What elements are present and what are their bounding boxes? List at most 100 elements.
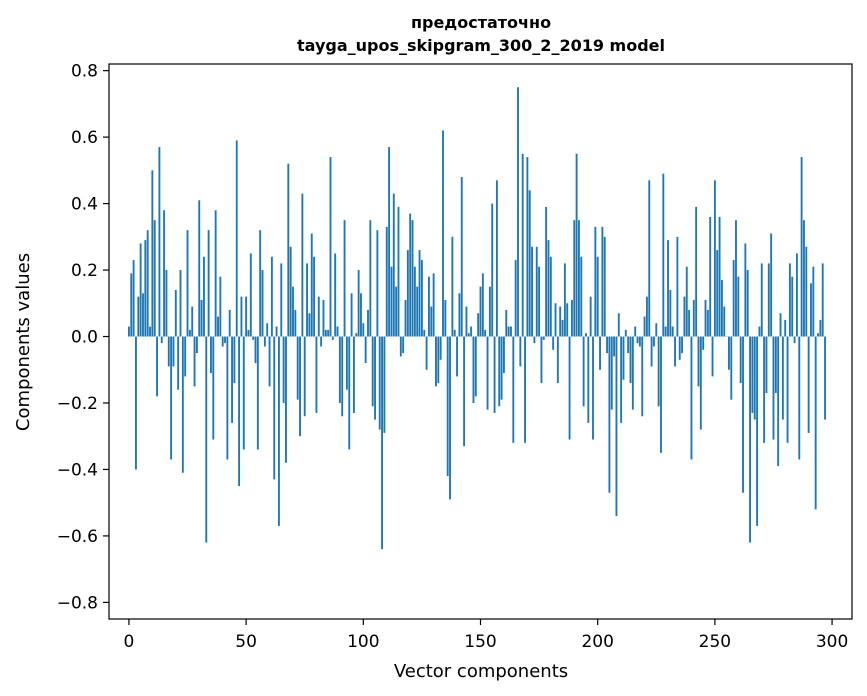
bar bbox=[479, 286, 482, 337]
bar bbox=[669, 289, 672, 337]
bar bbox=[320, 336, 323, 347]
y-tick-label: −0.8 bbox=[57, 593, 98, 613]
bar bbox=[188, 329, 191, 337]
bar bbox=[404, 299, 407, 337]
bar bbox=[559, 306, 562, 337]
bar bbox=[603, 236, 606, 337]
bar bbox=[575, 153, 578, 337]
bar bbox=[371, 336, 374, 407]
bar bbox=[338, 336, 341, 403]
bar bbox=[704, 299, 707, 337]
bar bbox=[662, 173, 665, 337]
bar bbox=[374, 336, 376, 420]
bar bbox=[313, 256, 316, 337]
bar bbox=[406, 250, 409, 337]
bar bbox=[137, 296, 140, 337]
bar bbox=[720, 280, 723, 337]
y-axis-label: Components values bbox=[13, 253, 34, 431]
bar bbox=[210, 336, 212, 374]
bar bbox=[456, 336, 458, 377]
bar bbox=[746, 270, 749, 337]
bar bbox=[760, 263, 763, 337]
bar bbox=[177, 336, 180, 390]
bar bbox=[331, 336, 334, 340]
bar bbox=[716, 250, 719, 337]
x-tick-label: 200 bbox=[581, 632, 613, 652]
bar bbox=[460, 176, 463, 337]
bar bbox=[285, 336, 287, 463]
bar bbox=[592, 336, 594, 440]
bar bbox=[793, 336, 796, 344]
bar bbox=[690, 336, 693, 460]
y-tick-label: 0.6 bbox=[71, 128, 98, 148]
bar bbox=[528, 190, 531, 337]
bar bbox=[254, 336, 257, 364]
bar bbox=[709, 216, 712, 337]
bar bbox=[596, 256, 599, 337]
bar bbox=[660, 336, 662, 453]
bar bbox=[329, 157, 332, 337]
bar bbox=[667, 240, 669, 337]
bar bbox=[491, 203, 494, 337]
bar bbox=[711, 336, 714, 377]
bar bbox=[488, 286, 491, 337]
bar bbox=[535, 246, 538, 337]
bar bbox=[697, 336, 700, 387]
bar bbox=[153, 220, 156, 337]
bar bbox=[364, 336, 367, 364]
bar bbox=[568, 336, 571, 440]
bar bbox=[385, 226, 388, 337]
y-tick-label: −0.4 bbox=[57, 460, 98, 480]
bar bbox=[765, 336, 768, 394]
bar bbox=[521, 153, 524, 337]
bar bbox=[247, 329, 250, 337]
bar bbox=[249, 253, 252, 337]
bar bbox=[179, 270, 182, 337]
bar bbox=[549, 256, 552, 337]
bar bbox=[484, 329, 487, 337]
bar bbox=[413, 266, 416, 337]
bar bbox=[812, 266, 815, 337]
bar bbox=[676, 236, 679, 337]
bar bbox=[381, 336, 383, 550]
bar bbox=[132, 260, 135, 337]
bar bbox=[653, 336, 655, 347]
bar bbox=[200, 299, 203, 337]
bar bbox=[798, 336, 801, 460]
x-tick-label: 300 bbox=[816, 632, 848, 652]
bar bbox=[275, 326, 278, 337]
bar bbox=[807, 336, 810, 433]
bar bbox=[510, 326, 512, 337]
bar bbox=[228, 309, 231, 337]
bar bbox=[554, 303, 557, 337]
bar bbox=[645, 296, 648, 337]
bar bbox=[629, 336, 632, 384]
bar bbox=[465, 306, 468, 337]
bar bbox=[606, 336, 609, 354]
bar bbox=[238, 336, 241, 487]
bar bbox=[643, 316, 646, 337]
bar bbox=[160, 336, 163, 344]
bar bbox=[306, 263, 308, 337]
bar bbox=[531, 246, 534, 337]
bar bbox=[287, 163, 290, 337]
bar bbox=[395, 286, 398, 337]
bar bbox=[730, 336, 733, 400]
bar bbox=[376, 230, 379, 337]
bar bbox=[458, 293, 461, 337]
bar bbox=[718, 216, 721, 337]
bar bbox=[343, 220, 346, 337]
bar bbox=[360, 293, 362, 337]
bar bbox=[167, 336, 170, 367]
bar bbox=[345, 336, 348, 390]
bar bbox=[446, 336, 449, 477]
bar bbox=[451, 236, 454, 337]
bar bbox=[695, 206, 698, 337]
bar bbox=[280, 263, 283, 337]
bar bbox=[681, 336, 684, 354]
bar bbox=[589, 296, 592, 337]
bar bbox=[341, 336, 344, 417]
bar bbox=[390, 266, 393, 337]
bar bbox=[245, 296, 248, 337]
bar bbox=[650, 336, 653, 367]
